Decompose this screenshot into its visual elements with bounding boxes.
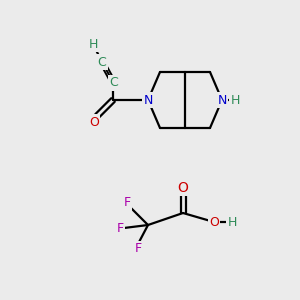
Text: C: C [110,76,118,89]
Text: H: H [227,215,237,229]
Text: H: H [230,94,240,106]
Text: O: O [89,116,99,128]
Text: F: F [134,242,142,256]
Text: N: N [217,94,227,106]
Text: C: C [98,56,106,68]
Text: O: O [178,181,188,195]
Text: N: N [143,94,153,106]
Text: F: F [123,196,130,209]
Text: H: H [88,38,98,50]
Text: F: F [116,221,124,235]
Text: O: O [209,215,219,229]
